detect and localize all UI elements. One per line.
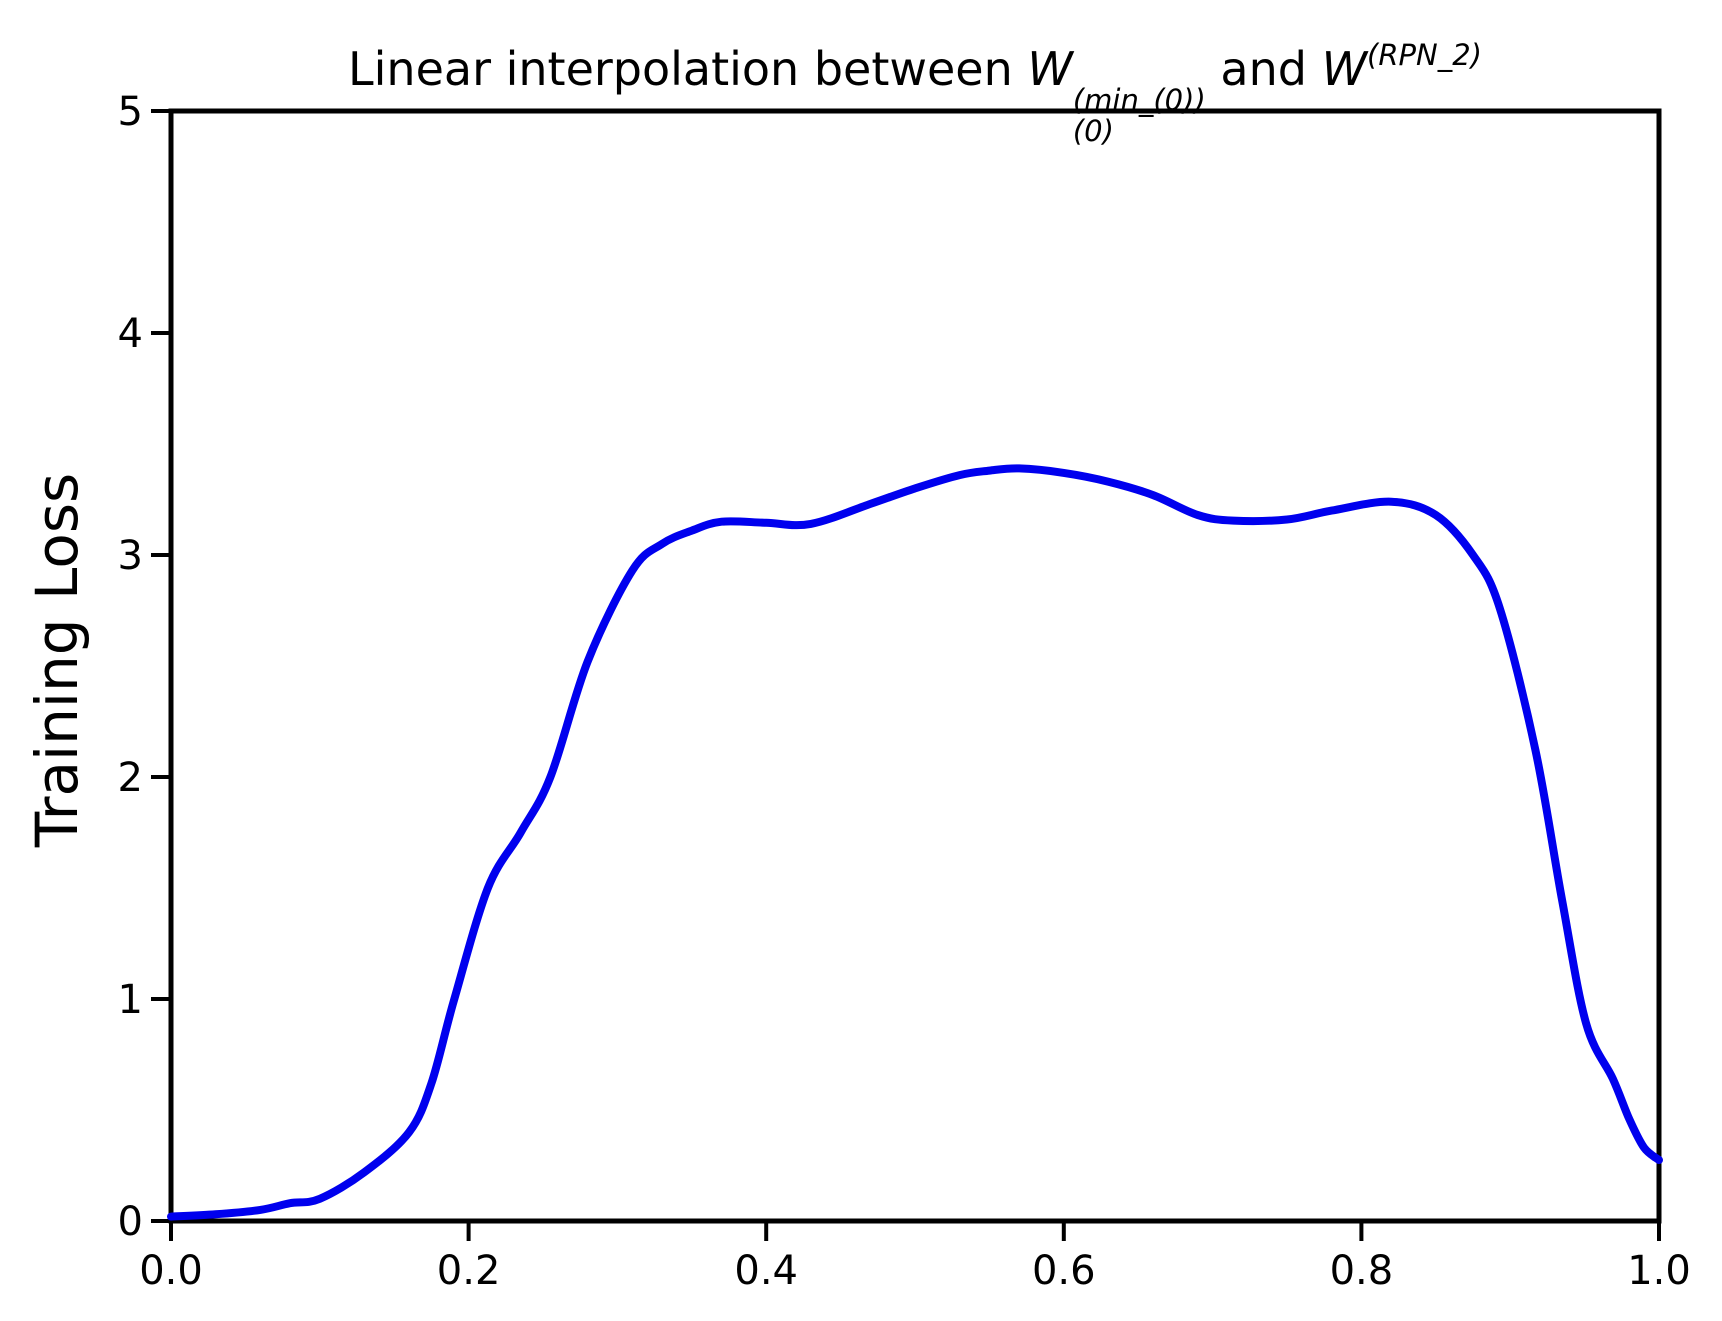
- title-w2: W: [1321, 42, 1368, 96]
- title-w1-scripts: (min_(0)) (0): [1073, 85, 1206, 147]
- y-axis-label: Training Loss: [23, 472, 91, 848]
- x-tick-label: 0.8: [1330, 1248, 1394, 1294]
- title-prefix: Linear interpolation between: [348, 42, 1028, 96]
- loss-curve: [167, 464, 1663, 1221]
- axes-spines: [168, 108, 1662, 1224]
- title-w1-superscript: (min_(0)): [1072, 83, 1206, 117]
- title-w1: W: [1027, 42, 1073, 96]
- x-tick-label: 0.2: [437, 1248, 501, 1294]
- title-w1-subscript: (0): [1072, 114, 1114, 148]
- y-tick-label: 2: [118, 755, 143, 801]
- y-tick-label: 5: [118, 89, 143, 135]
- y-tick-label: 4: [118, 311, 143, 357]
- y-tick-label: 0: [118, 1199, 143, 1245]
- x-tick-label: 1.0: [1627, 1248, 1691, 1294]
- y-tick-label: 1: [118, 977, 143, 1023]
- title-w2-superscript: (RPN_2): [1367, 38, 1482, 72]
- title-mid: and: [1205, 42, 1322, 96]
- x-tick-label: 0.6: [1032, 1248, 1096, 1294]
- chart-title: Linear interpolation between W (min_(0))(…: [171, 20, 1659, 147]
- x-tick-label: 0.4: [734, 1248, 798, 1294]
- y-tick-label: 3: [118, 533, 143, 579]
- x-tick-label: 0.0: [139, 1248, 203, 1294]
